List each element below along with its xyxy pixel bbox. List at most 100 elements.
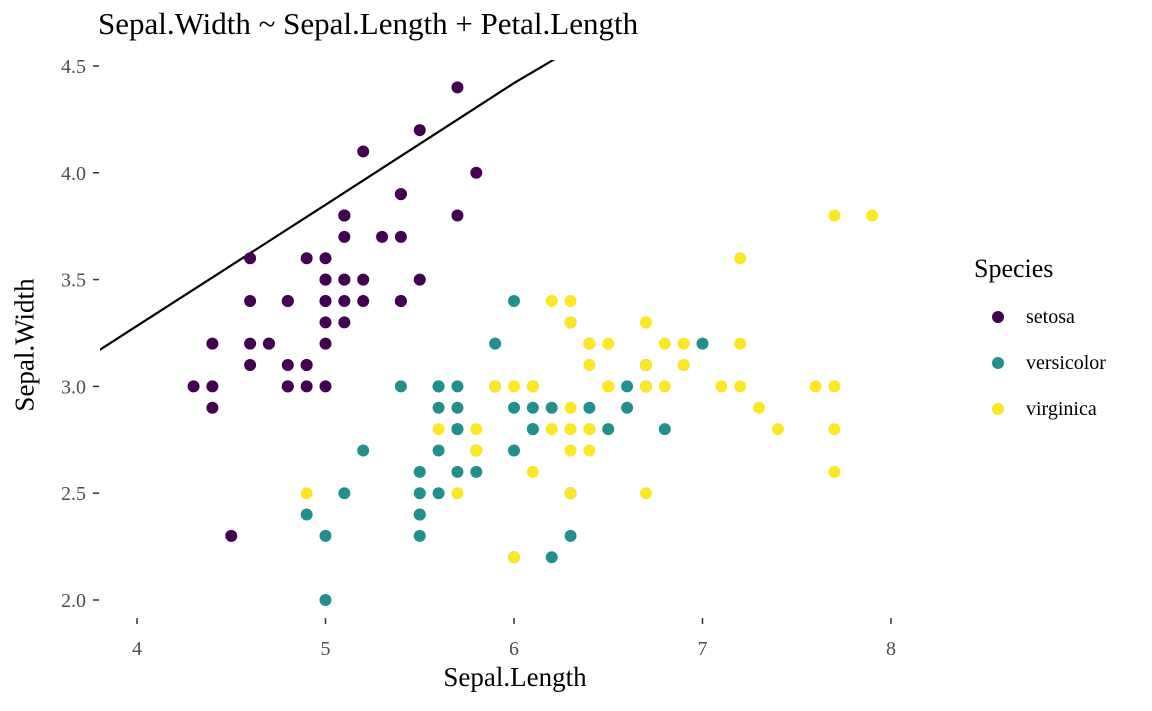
point-setosa — [281, 359, 294, 372]
point-virginica — [639, 380, 652, 393]
point-setosa — [338, 273, 351, 286]
x-tick-label: 7 — [698, 638, 708, 660]
point-versicolor — [602, 423, 615, 436]
y-tick-label: 3.0 — [61, 376, 86, 398]
point-setosa — [357, 273, 370, 286]
legend-title: Species — [974, 254, 1054, 283]
legend-key-virginica — [992, 403, 1004, 415]
legend-key-setosa — [992, 311, 1004, 323]
point-versicolor — [545, 551, 558, 564]
point-versicolor — [583, 401, 596, 414]
point-virginica — [828, 380, 841, 393]
point-virginica — [658, 380, 671, 393]
legend-item-setosa: setosa — [974, 294, 1106, 340]
legend-label-setosa: setosa — [1026, 305, 1075, 328]
point-virginica — [545, 423, 558, 436]
point-virginica — [564, 444, 577, 457]
point-setosa — [338, 209, 351, 222]
point-virginica — [677, 337, 690, 350]
point-setosa — [187, 380, 200, 393]
point-setosa — [357, 294, 370, 307]
point-virginica — [715, 380, 728, 393]
point-versicolor — [413, 529, 426, 542]
point-virginica — [602, 337, 615, 350]
point-virginica — [564, 316, 577, 329]
point-versicolor — [451, 423, 464, 436]
point-setosa — [281, 380, 294, 393]
point-setosa — [319, 380, 332, 393]
point-versicolor — [413, 508, 426, 521]
point-setosa — [206, 337, 219, 350]
point-virginica — [470, 423, 483, 436]
x-tick-label: 5 — [321, 638, 331, 660]
x-tick-label: 6 — [509, 638, 519, 660]
point-setosa — [319, 316, 332, 329]
axes: 4 5 6 7 8 2.0 2.5 3.0 3.5 4.0 4.5 — [61, 56, 896, 660]
point-setosa — [300, 252, 313, 265]
point-setosa — [300, 380, 313, 393]
point-setosa — [319, 273, 332, 286]
point-versicolor — [508, 401, 520, 414]
point-versicolor — [413, 487, 426, 500]
point-versicolor — [470, 465, 483, 478]
point-virginica — [545, 294, 558, 307]
point-virginica — [639, 316, 652, 329]
fit-line-layer — [100, 60, 556, 351]
point-versicolor — [338, 487, 351, 500]
point-versicolor — [564, 529, 577, 542]
point-setosa — [413, 273, 426, 286]
points-layer — [187, 81, 879, 606]
point-setosa — [338, 230, 351, 243]
y-tick-label: 4.5 — [61, 56, 86, 78]
chart-title: Sepal.Width ~ Sepal.Length + Petal.Lengt… — [98, 6, 639, 41]
point-versicolor — [319, 594, 332, 606]
point-virginica — [809, 380, 822, 393]
point-virginica — [771, 423, 784, 436]
point-virginica — [583, 423, 596, 436]
point-virginica — [583, 359, 596, 372]
point-versicolor — [300, 508, 313, 521]
point-versicolor — [526, 423, 539, 436]
point-setosa — [281, 294, 294, 307]
point-setosa — [413, 124, 426, 137]
point-setosa — [319, 337, 332, 350]
point-virginica — [526, 380, 539, 393]
point-virginica — [734, 380, 747, 393]
point-setosa — [319, 252, 332, 265]
point-versicolor — [489, 337, 502, 350]
point-setosa — [206, 401, 219, 414]
point-setosa — [244, 359, 257, 372]
point-setosa — [376, 230, 389, 243]
point-virginica — [658, 337, 671, 350]
x-tick-label: 8 — [886, 638, 896, 660]
point-virginica — [828, 465, 841, 478]
point-setosa — [225, 529, 238, 542]
point-virginica — [583, 444, 596, 457]
point-versicolor — [432, 401, 445, 414]
fit-line — [100, 60, 556, 351]
point-versicolor — [658, 423, 671, 436]
point-virginica — [300, 487, 313, 500]
point-virginica — [639, 487, 652, 500]
point-versicolor — [451, 401, 464, 414]
legend-item-virginica: virginica — [974, 386, 1106, 432]
point-versicolor — [621, 401, 634, 414]
point-setosa — [338, 294, 351, 307]
point-versicolor — [451, 380, 464, 393]
legend-key-versicolor — [992, 357, 1004, 369]
legend-item-versicolor: versicolor — [974, 340, 1106, 386]
y-axis-title: Sepal.Width — [9, 278, 40, 412]
point-versicolor — [696, 337, 709, 350]
point-virginica — [828, 423, 841, 436]
point-versicolor — [545, 401, 558, 414]
point-virginica — [489, 380, 502, 393]
point-setosa — [262, 337, 275, 350]
point-setosa — [451, 81, 464, 94]
point-virginica — [828, 209, 841, 222]
point-versicolor — [526, 401, 539, 414]
point-setosa — [470, 166, 483, 179]
legend-label-virginica: virginica — [1026, 397, 1097, 420]
point-setosa — [244, 294, 257, 307]
point-versicolor — [451, 465, 464, 478]
point-versicolor — [621, 380, 634, 393]
